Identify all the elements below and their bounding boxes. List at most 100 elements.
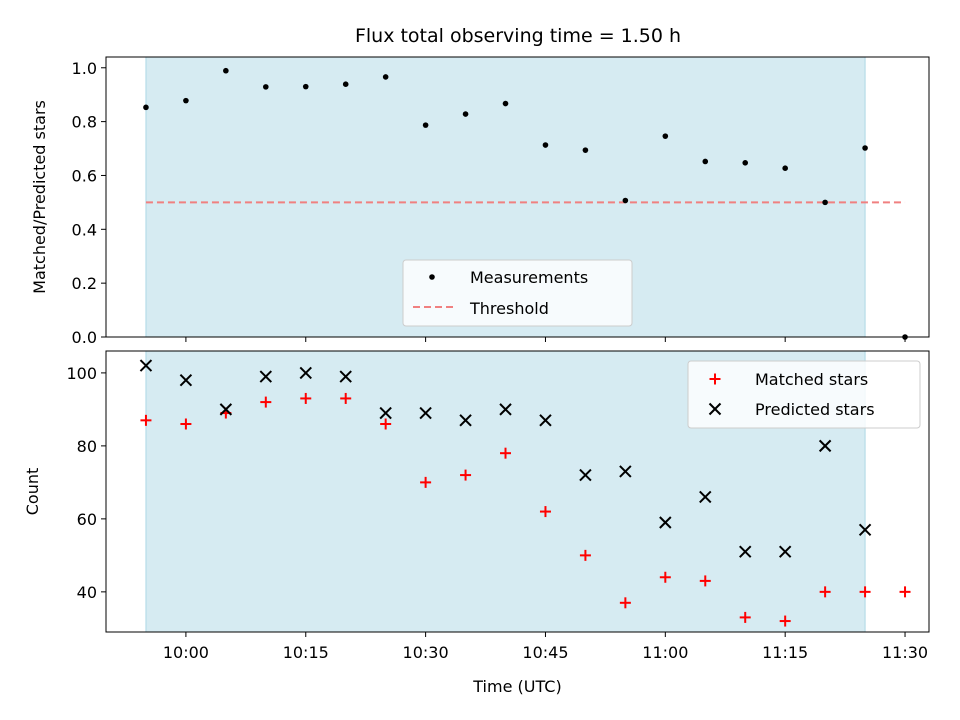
count-axes-frame bbox=[105, 350, 930, 633]
matched-star-point bbox=[300, 392, 312, 404]
matched-star-point bbox=[659, 571, 671, 583]
predicted-star-point bbox=[259, 370, 273, 383]
x-stroke bbox=[858, 523, 872, 537]
count-legend-box bbox=[687, 360, 921, 429]
x-tick-label: 11:00 bbox=[642, 643, 688, 662]
predicted-star-point bbox=[619, 465, 632, 478]
matched-star-point bbox=[340, 392, 352, 404]
legend-predicted-stars: Predicted stars bbox=[755, 400, 875, 419]
ratio-y-axis-label: Matched/Predicted stars bbox=[30, 100, 49, 294]
x-stroke bbox=[659, 516, 672, 529]
matched-star-point bbox=[180, 418, 192, 430]
predicted-star-point bbox=[499, 403, 512, 416]
measurement-point bbox=[382, 74, 389, 80]
predicted-star-point bbox=[579, 468, 592, 482]
x-stroke bbox=[139, 359, 153, 372]
y-tick-label: 0.2 bbox=[72, 274, 97, 293]
measurement-point bbox=[542, 142, 549, 148]
count-panel: 40 60 80 100 10:00 10:15 10:30 10:45 11:00 11:15… bbox=[23, 350, 930, 696]
predicted-star-point bbox=[459, 414, 472, 427]
matched-star-point bbox=[859, 586, 871, 598]
x-stroke bbox=[499, 403, 512, 416]
matched-star-point bbox=[460, 469, 472, 481]
measurement-point bbox=[582, 147, 589, 153]
y-tick-label: 0.8 bbox=[72, 113, 97, 132]
measurement-points bbox=[143, 67, 908, 340]
legend-measurements: Measurements bbox=[470, 268, 588, 287]
y-tick-label: 40 bbox=[77, 583, 97, 602]
x-stroke bbox=[699, 490, 712, 504]
y-tick-label: 0.6 bbox=[72, 166, 97, 185]
x-tick-label: 10:15 bbox=[283, 643, 329, 662]
x-stroke bbox=[419, 406, 432, 420]
measurement-point bbox=[302, 83, 309, 90]
x-stroke bbox=[708, 402, 722, 416]
x-stroke bbox=[179, 373, 193, 387]
predicted-stars-points bbox=[139, 359, 872, 558]
predicted-star-point bbox=[139, 359, 153, 372]
matched-star-point bbox=[739, 611, 751, 623]
matched-star-point bbox=[260, 396, 272, 408]
matched-star-point bbox=[140, 414, 152, 426]
x-stroke bbox=[219, 403, 233, 416]
chart-title: Flux total observing time = 1.50 h bbox=[355, 25, 681, 47]
predicted-star-point bbox=[379, 406, 392, 420]
x-axis-label: Time (UTC) bbox=[472, 677, 561, 696]
measurement-point bbox=[143, 104, 149, 111]
predicted-star-point bbox=[659, 516, 672, 529]
ratio-x-ticks bbox=[185, 337, 906, 342]
x-stroke bbox=[339, 370, 352, 383]
x-stroke bbox=[539, 414, 552, 427]
predicted-star-point bbox=[778, 545, 792, 558]
predicted-star-point bbox=[539, 414, 552, 427]
measurement-point bbox=[263, 84, 269, 90]
ratio-panel: 0.0 0.2 0.4 0.6 0.8 1.0 Matched/Predicted sta… bbox=[30, 56, 930, 347]
plus-marker-icon bbox=[709, 373, 721, 385]
measurement-point bbox=[742, 160, 749, 166]
count-legend: Matched stars Predicted stars bbox=[687, 360, 921, 429]
y-tick-label: 80 bbox=[77, 437, 97, 456]
predicted-star-point bbox=[699, 490, 712, 504]
x-stroke bbox=[579, 468, 592, 482]
legend-threshold: Threshold bbox=[469, 299, 549, 318]
x-stroke bbox=[259, 370, 273, 383]
measurement-marker-icon bbox=[429, 274, 435, 280]
matched-star-point bbox=[819, 586, 831, 598]
measurement-point bbox=[702, 158, 709, 165]
ratio-y-ticks: 0.0 0.2 0.4 0.6 0.8 1.0 bbox=[72, 59, 106, 347]
matched-star-point bbox=[380, 418, 392, 430]
measurement-point bbox=[622, 197, 629, 204]
predicted-star-point bbox=[858, 523, 872, 537]
count-y-axis-label: Count bbox=[23, 468, 42, 516]
ratio-legend: Measurements Threshold bbox=[402, 259, 633, 327]
measurement-point bbox=[422, 122, 429, 128]
y-tick-label: 100 bbox=[66, 364, 97, 383]
x-stroke bbox=[299, 366, 312, 380]
x-tick-label: 10:45 bbox=[522, 643, 568, 662]
measurement-point bbox=[183, 97, 189, 104]
x-tick-label: 11:15 bbox=[762, 643, 808, 662]
matched-star-point bbox=[899, 586, 911, 598]
count-x-ticks: 10:00 10:15 10:30 10:45 11:00 11:15 11:30 bbox=[163, 632, 928, 662]
ratio-axes-frame bbox=[105, 56, 930, 338]
x-tick-label: 11:30 bbox=[882, 643, 928, 662]
matched-star-point bbox=[420, 476, 432, 488]
x-stroke bbox=[379, 406, 392, 420]
y-tick-label: 60 bbox=[77, 510, 97, 529]
x-stroke bbox=[739, 545, 752, 558]
x-stroke bbox=[818, 439, 832, 453]
ratio-legend-box bbox=[402, 259, 633, 327]
matched-stars-points bbox=[140, 392, 911, 627]
matched-star-point bbox=[579, 549, 591, 561]
x-stroke bbox=[459, 414, 472, 427]
predicted-star-point bbox=[299, 366, 312, 380]
measurement-point bbox=[462, 111, 469, 117]
x-tick-label: 10:00 bbox=[163, 643, 209, 662]
predicted-star-point bbox=[818, 439, 832, 453]
y-tick-label: 1.0 bbox=[72, 59, 97, 78]
measurement-point bbox=[502, 100, 509, 107]
legend-matched-stars: Matched stars bbox=[755, 370, 868, 389]
measurement-point bbox=[782, 165, 788, 171]
measurement-point bbox=[223, 67, 229, 74]
